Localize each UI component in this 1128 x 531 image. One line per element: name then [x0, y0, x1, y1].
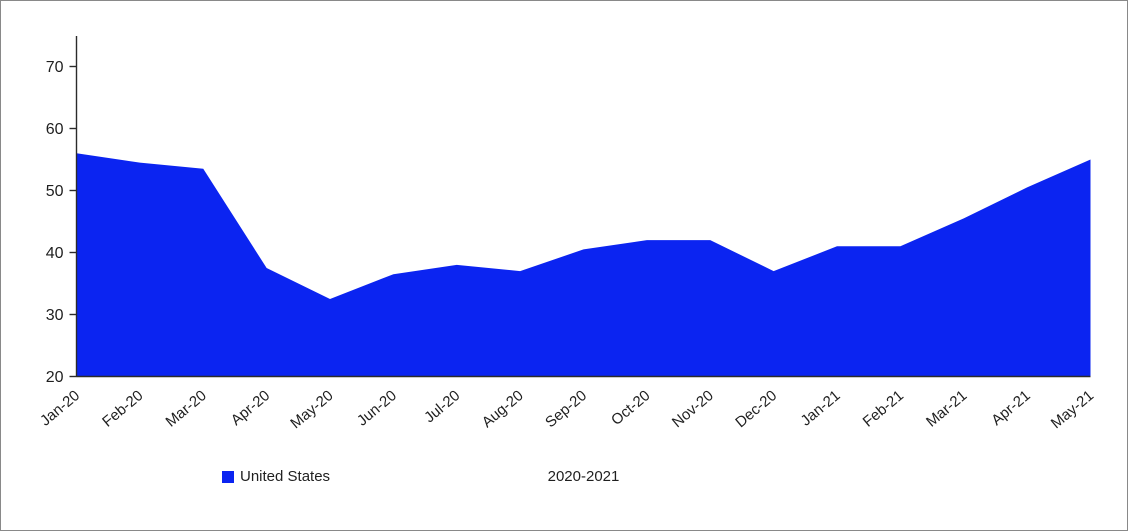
- x-tick-label: Dec-20: [732, 387, 780, 431]
- legend-label: United States: [240, 468, 331, 485]
- x-tick-label: Feb-21: [860, 387, 907, 431]
- x-tick-label: Mar-20: [162, 387, 209, 431]
- x-tick-label: Sep-20: [542, 387, 590, 431]
- y-tick-label: 70: [46, 59, 64, 76]
- x-tick-label: Jan-20: [37, 387, 83, 430]
- legend: United States: [222, 468, 330, 485]
- x-tick-label: Feb-20: [99, 387, 146, 431]
- x-tick-label: Apr-20: [228, 387, 273, 429]
- y-tick-label: 50: [46, 183, 64, 200]
- area-series-united-states: [76, 153, 1091, 377]
- x-tick-label: Aug-20: [479, 387, 527, 431]
- y-tick-label: 30: [46, 307, 64, 324]
- y-axis-ticks: 20 30 40 50 60 70: [46, 59, 77, 386]
- legend-swatch-united-states: [222, 470, 234, 483]
- x-tick-label: Jan-21: [798, 387, 844, 430]
- x-tick-label: Oct-20: [608, 387, 653, 429]
- x-tick-label: May-20: [287, 387, 336, 432]
- y-tick-label: 60: [46, 121, 64, 138]
- x-tick-label: Apr-21: [988, 387, 1033, 429]
- axes-layer: [75, 36, 1091, 378]
- x-tick-label: Jun-20: [354, 387, 400, 430]
- x-tick-label: Jul-20: [421, 387, 463, 426]
- x-tick-label: Mar-21: [923, 387, 970, 431]
- y-tick-label: 20: [46, 369, 64, 386]
- x-tick-label: Nov-20: [669, 387, 717, 431]
- y-tick-label: 40: [46, 245, 64, 262]
- x-axis-labels: Jan-20 Feb-20 Mar-20 Apr-20 May-20 Jun-20 Jul-…: [37, 387, 1097, 432]
- x-tick-label: May-21: [1048, 387, 1097, 432]
- area-series-layer: [76, 153, 1091, 377]
- x-axis-title: 2020-2021: [547, 468, 620, 485]
